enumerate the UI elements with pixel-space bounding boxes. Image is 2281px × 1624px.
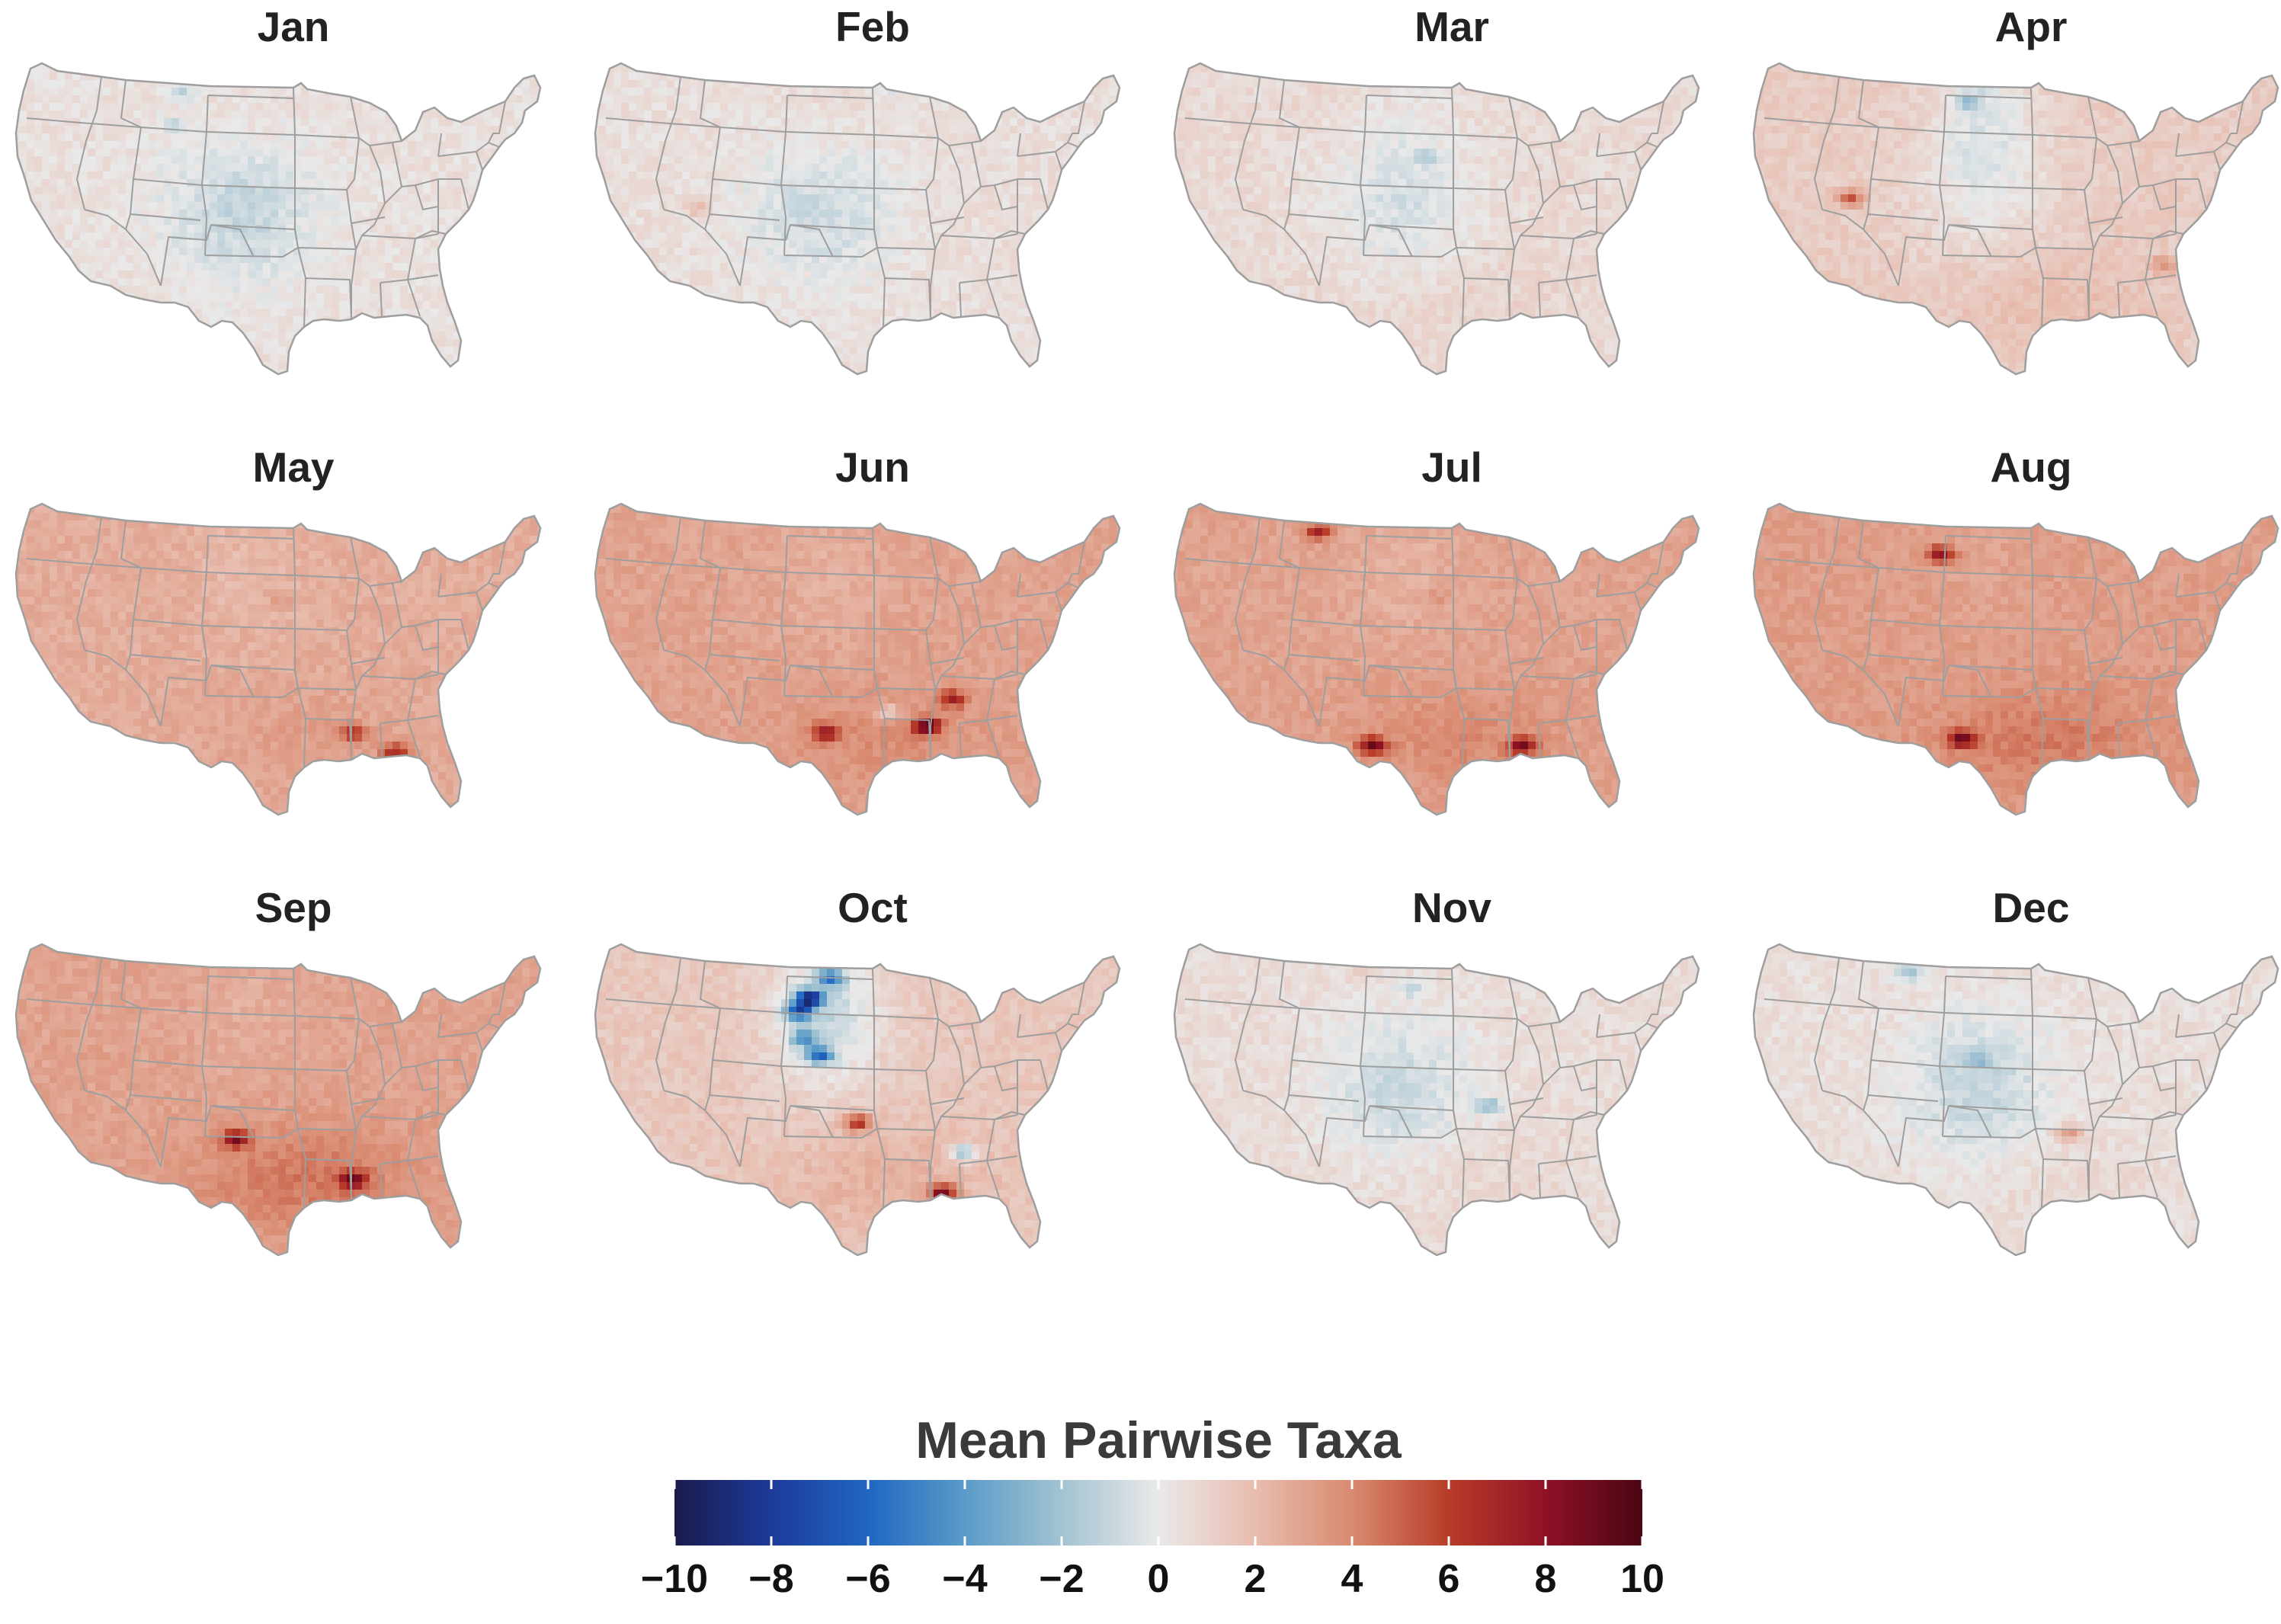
map-panel-sep: Sep bbox=[11, 881, 575, 1315]
us-choropleth-map bbox=[1173, 62, 1700, 376]
county-cells bbox=[16, 63, 540, 374]
map-panel-nov: Nov bbox=[1170, 881, 1734, 1315]
colorbar-tick-label: 10 bbox=[1597, 1556, 1688, 1602]
state-borders bbox=[1764, 517, 2253, 768]
panel-title: Mar bbox=[1170, 0, 1734, 53]
country-outline bbox=[594, 943, 1121, 1257]
country-outline bbox=[594, 502, 1121, 816]
colorbar-tick-label: −4 bbox=[919, 1556, 1011, 1602]
state-borders bbox=[1184, 957, 1674, 1209]
map-panel-feb: Feb bbox=[591, 0, 1155, 434]
colorbar-tick-label: 8 bbox=[1500, 1556, 1591, 1602]
panel-title: Feb bbox=[591, 0, 1155, 53]
legend-colorbar bbox=[673, 1480, 1644, 1546]
us-choropleth-map bbox=[14, 502, 542, 816]
panel-title: Jul bbox=[1170, 440, 1734, 494]
county-cells bbox=[595, 63, 1120, 374]
map-panel-mar: Mar bbox=[1170, 0, 1734, 434]
country-outline bbox=[1173, 943, 1700, 1257]
state-borders bbox=[605, 76, 1094, 328]
state-borders bbox=[605, 517, 1094, 768]
county-cells bbox=[16, 504, 540, 815]
panel-title: Jun bbox=[591, 440, 1155, 494]
county-cells bbox=[1754, 944, 2278, 1255]
panel-title: Dec bbox=[1749, 881, 2281, 934]
map-panel-jul: Jul bbox=[1170, 440, 1734, 875]
county-cells bbox=[1754, 63, 2278, 374]
county-cells bbox=[1174, 63, 1699, 374]
panel-title: Apr bbox=[1749, 0, 2281, 53]
map-panel-jan: Jan bbox=[11, 0, 575, 434]
county-cells bbox=[595, 944, 1120, 1255]
country-outline bbox=[1752, 943, 2279, 1257]
country-outline bbox=[1173, 502, 1700, 816]
us-choropleth-map bbox=[14, 943, 542, 1257]
map-panel-apr: Apr bbox=[1749, 0, 2281, 434]
us-choropleth-map bbox=[1752, 502, 2279, 816]
panel-title: May bbox=[11, 440, 575, 494]
panel-title: Oct bbox=[591, 881, 1155, 934]
us-choropleth-map bbox=[594, 62, 1121, 376]
panel-title: Nov bbox=[1170, 881, 1734, 934]
colorbar-tick-label: −8 bbox=[726, 1556, 817, 1602]
state-borders bbox=[1764, 76, 2253, 328]
map-panel-may: May bbox=[11, 440, 575, 875]
state-borders bbox=[1184, 517, 1674, 768]
us-choropleth-map bbox=[1173, 502, 1700, 816]
map-panel-aug: Aug bbox=[1749, 440, 2281, 875]
colorbar-tick-label: 0 bbox=[1113, 1556, 1204, 1602]
country-outline bbox=[1752, 62, 2279, 376]
us-choropleth-map bbox=[1752, 62, 2279, 376]
state-borders bbox=[1184, 76, 1674, 328]
country-outline bbox=[594, 62, 1121, 376]
state-borders bbox=[1764, 957, 2253, 1209]
us-choropleth-map bbox=[14, 62, 542, 376]
us-choropleth-map bbox=[1752, 943, 2279, 1257]
legend-title: Mean Pairwise Taxa bbox=[625, 1410, 1692, 1471]
panel-title: Aug bbox=[1749, 440, 2281, 494]
us-choropleth-map bbox=[594, 502, 1121, 816]
colorbar-tick-label: −6 bbox=[822, 1556, 914, 1602]
county-cells bbox=[1174, 944, 1699, 1255]
state-borders bbox=[26, 957, 515, 1209]
country-outline bbox=[14, 502, 542, 816]
us-choropleth-map bbox=[1173, 943, 1700, 1257]
panel-title: Jan bbox=[11, 0, 575, 53]
colorbar-tick-label: 2 bbox=[1209, 1556, 1301, 1602]
map-panel-jun: Jun bbox=[591, 440, 1155, 875]
county-cells bbox=[1754, 504, 2278, 815]
state-borders bbox=[26, 76, 515, 328]
country-outline bbox=[1173, 62, 1700, 376]
county-cells bbox=[595, 504, 1120, 815]
colorbar-tick-label: −10 bbox=[629, 1556, 720, 1602]
country-outline bbox=[1752, 502, 2279, 816]
map-panel-dec: Dec bbox=[1749, 881, 2281, 1315]
monthly-map-grid: Jan Feb Mar Apr May Jun Jul Aug Sep Oct Nov Dec bbox=[11, 0, 2281, 1257]
country-outline bbox=[14, 62, 542, 376]
state-borders bbox=[26, 517, 515, 768]
colorbar-tick-label: 6 bbox=[1403, 1556, 1495, 1602]
map-panel-oct: Oct bbox=[591, 881, 1155, 1315]
us-choropleth-map bbox=[594, 943, 1121, 1257]
county-cells bbox=[16, 944, 540, 1255]
colorbar-gradient bbox=[674, 1480, 1642, 1546]
panel-title: Sep bbox=[11, 881, 575, 934]
country-outline bbox=[14, 943, 542, 1257]
colorbar-tick-label: −2 bbox=[1016, 1556, 1107, 1602]
color-legend: Mean Pairwise Taxa −10 −8 −6 −4 −2 0 2 4 6 8 10 bbox=[625, 1410, 1692, 1623]
county-cells bbox=[1174, 504, 1699, 815]
state-borders bbox=[605, 957, 1094, 1209]
colorbar-tick-label: 4 bbox=[1306, 1556, 1398, 1602]
